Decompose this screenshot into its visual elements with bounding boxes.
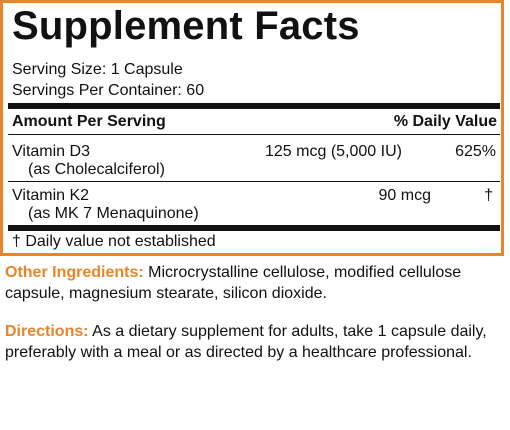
header-divider <box>8 103 500 109</box>
serving-size: Serving Size: 1 Capsule <box>12 61 183 78</box>
nutrient-amount: 90 mcg <box>378 187 431 204</box>
other-ingredients: Other Ingredients: Microcrystalline cell… <box>5 262 505 304</box>
directions-label: Directions: <box>5 323 89 340</box>
directions: Directions: As a dietary supplement for … <box>5 321 505 363</box>
footnote-divider <box>8 225 500 231</box>
supplement-facts-panel: Supplement Facts Serving Size: 1 Capsule… <box>0 0 504 256</box>
row-divider <box>8 181 500 182</box>
footnote: † Daily value not established <box>12 233 216 250</box>
panel-title: Supplement Facts <box>12 4 360 48</box>
amount-per-serving-header: Amount Per Serving <box>12 113 166 130</box>
nutrient-daily-value: 625% <box>455 143 496 160</box>
nutrient-name: Vitamin K2 <box>12 187 90 204</box>
nutrient-source: (as Cholecalciferol) <box>28 161 165 178</box>
directions-text: As a dietary supplement for adults, take… <box>5 323 487 361</box>
nutrient-name: Vitamin D3 <box>12 143 90 160</box>
nutrient-amount: 125 mcg (5,000 IU) <box>265 143 402 160</box>
servings-per-container: Servings Per Container: 60 <box>12 82 205 99</box>
other-ingredients-label: Other Ingredients: <box>5 264 144 281</box>
other-ingredients-text: Microcrystalline cellulose, modified cel… <box>5 264 462 302</box>
nutrient-daily-value: † <box>484 187 493 204</box>
nutrient-source: (as MK 7 Menaquinone) <box>28 205 199 222</box>
row-divider <box>8 134 500 135</box>
daily-value-header: % Daily Value <box>393 113 497 130</box>
